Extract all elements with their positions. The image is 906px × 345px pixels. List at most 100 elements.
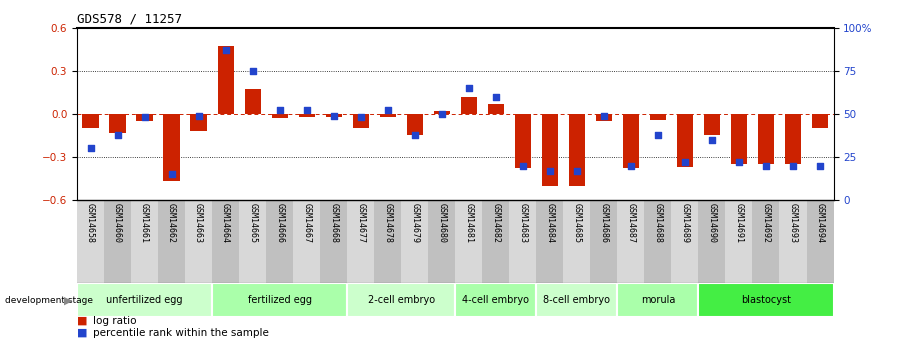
Bar [542, 114, 558, 186]
Point [164, 171, 178, 177]
Text: blastocyst: blastocyst [741, 295, 791, 305]
Point [678, 159, 692, 165]
Point [381, 108, 395, 113]
Text: 4-cell embryo: 4-cell embryo [462, 295, 529, 305]
Bar [617, 283, 699, 317]
Point [191, 113, 206, 118]
Bar [644, 200, 671, 283]
Bar [455, 283, 536, 317]
Bar [104, 200, 131, 283]
Text: ■: ■ [77, 316, 88, 326]
Bar [536, 283, 617, 317]
Point [488, 94, 503, 99]
Point [597, 113, 612, 118]
Point [353, 115, 368, 120]
Bar [374, 200, 401, 283]
Text: 8-cell embryo: 8-cell embryo [544, 295, 611, 305]
Bar [617, 200, 644, 283]
Bar [753, 200, 779, 283]
Bar [622, 114, 639, 168]
Point [138, 115, 152, 120]
Text: GSM14693: GSM14693 [788, 203, 797, 243]
Bar [699, 200, 726, 283]
Text: GSM14680: GSM14680 [438, 203, 447, 243]
Bar [650, 114, 666, 120]
Bar [77, 200, 104, 283]
Bar [671, 200, 699, 283]
Bar [185, 200, 212, 283]
Bar [245, 89, 261, 114]
Point [408, 132, 422, 137]
Text: GSM14685: GSM14685 [573, 203, 582, 243]
Point [326, 113, 341, 118]
Point [651, 132, 665, 137]
Text: GSM14667: GSM14667 [303, 203, 311, 243]
Text: GSM14677: GSM14677 [356, 203, 365, 243]
Point [273, 108, 287, 113]
Text: GSM14666: GSM14666 [275, 203, 284, 243]
Bar [190, 114, 207, 131]
Text: GSM14662: GSM14662 [167, 203, 176, 243]
Text: GSM14687: GSM14687 [626, 203, 635, 243]
Text: GSM14682: GSM14682 [491, 203, 500, 243]
Point [543, 168, 557, 174]
Text: GSM14663: GSM14663 [194, 203, 203, 243]
Point [732, 159, 747, 165]
Text: log ratio: log ratio [93, 316, 137, 326]
Bar [779, 200, 806, 283]
Text: percentile rank within the sample: percentile rank within the sample [93, 328, 269, 338]
Bar [429, 200, 455, 283]
Bar [757, 114, 774, 164]
Bar [163, 114, 179, 181]
Bar [380, 114, 396, 117]
Text: 2-cell embryo: 2-cell embryo [368, 295, 435, 305]
Text: GSM14683: GSM14683 [518, 203, 527, 243]
Bar [82, 114, 99, 128]
Text: GSM14684: GSM14684 [545, 203, 554, 243]
Bar [266, 200, 294, 283]
Bar [110, 114, 126, 132]
Point [299, 108, 313, 113]
Text: GSM14686: GSM14686 [600, 203, 608, 243]
Bar [731, 114, 747, 164]
Bar [806, 200, 834, 283]
Text: GDS578 / 11257: GDS578 / 11257 [77, 12, 182, 25]
Bar [320, 200, 347, 283]
Bar [239, 200, 266, 283]
Bar [158, 200, 185, 283]
Point [246, 68, 260, 73]
Text: GSM14661: GSM14661 [140, 203, 149, 243]
Text: GSM14679: GSM14679 [410, 203, 419, 243]
Bar [515, 114, 531, 168]
Bar [272, 114, 288, 118]
Text: GSM14694: GSM14694 [815, 203, 824, 243]
Bar [569, 114, 585, 186]
Text: morula: morula [641, 295, 675, 305]
Text: GSM14665: GSM14665 [248, 203, 257, 243]
Bar [536, 200, 564, 283]
Bar [591, 200, 617, 283]
Bar [596, 114, 612, 121]
Bar [347, 200, 374, 283]
Bar [299, 114, 314, 117]
Text: GSM14690: GSM14690 [708, 203, 717, 243]
Point [786, 163, 800, 168]
Bar [212, 283, 347, 317]
Bar [77, 283, 212, 317]
Bar [487, 104, 504, 114]
Bar [294, 200, 320, 283]
Bar [212, 200, 239, 283]
Point [83, 146, 98, 151]
Text: GSM14658: GSM14658 [86, 203, 95, 243]
Text: GSM14660: GSM14660 [113, 203, 122, 243]
Bar [131, 200, 158, 283]
Point [218, 47, 233, 53]
Bar [407, 114, 423, 136]
Text: ▶: ▶ [64, 295, 72, 305]
Bar [482, 200, 509, 283]
Bar [564, 200, 591, 283]
Bar [347, 283, 455, 317]
Point [758, 163, 773, 168]
Text: GSM14688: GSM14688 [653, 203, 662, 243]
Bar [460, 97, 477, 114]
